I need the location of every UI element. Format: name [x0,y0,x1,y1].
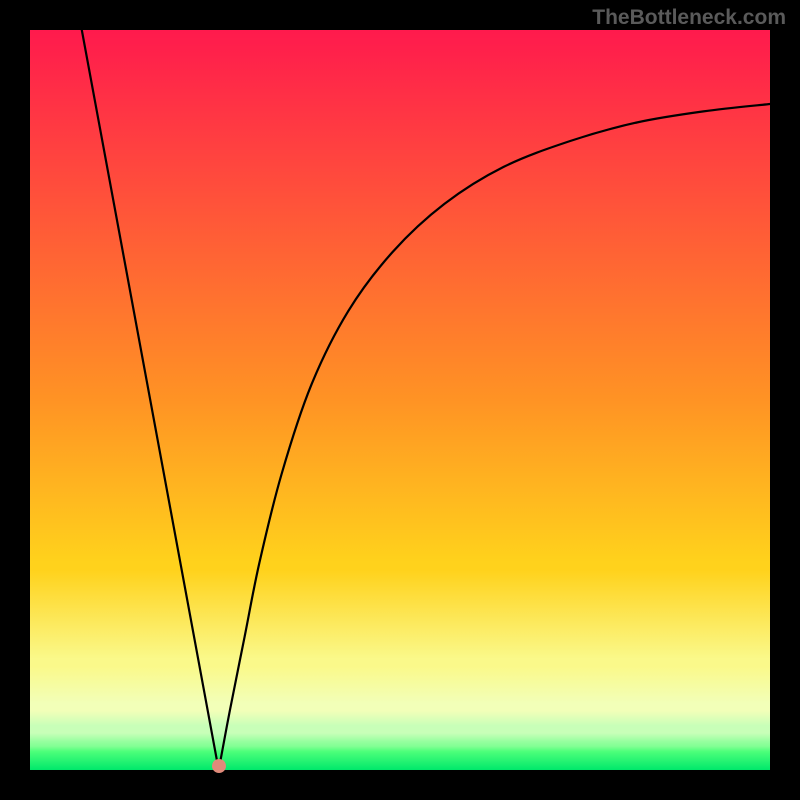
bottleneck-curve [30,30,770,770]
plot-area [30,30,770,770]
min-marker [212,759,226,773]
chart-container: TheBottleneck.com [0,0,800,800]
attribution-label: TheBottleneck.com [592,6,786,30]
